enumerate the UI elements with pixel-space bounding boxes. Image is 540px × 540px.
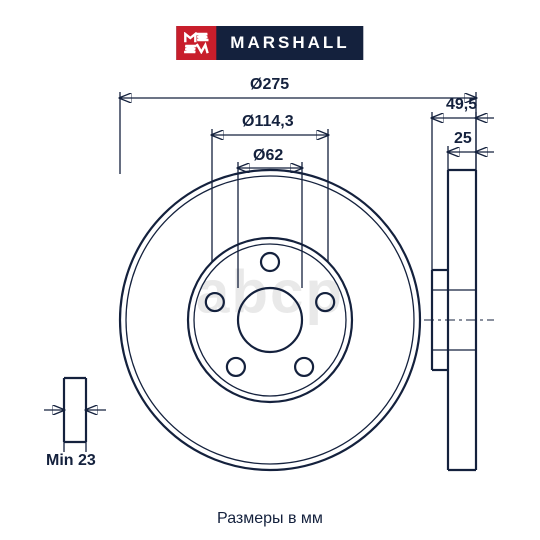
units-caption: Размеры в мм	[0, 510, 540, 528]
dim-bolt-circle: Ø114,3	[242, 113, 294, 131]
dim-center-bore: Ø62	[253, 147, 283, 165]
dim-thickness: 25	[454, 130, 472, 148]
dim-outer-diameter: Ø275	[250, 76, 289, 94]
dim-min-thickness: Min 23	[46, 452, 96, 470]
dim-offset: 49,5	[446, 96, 477, 114]
